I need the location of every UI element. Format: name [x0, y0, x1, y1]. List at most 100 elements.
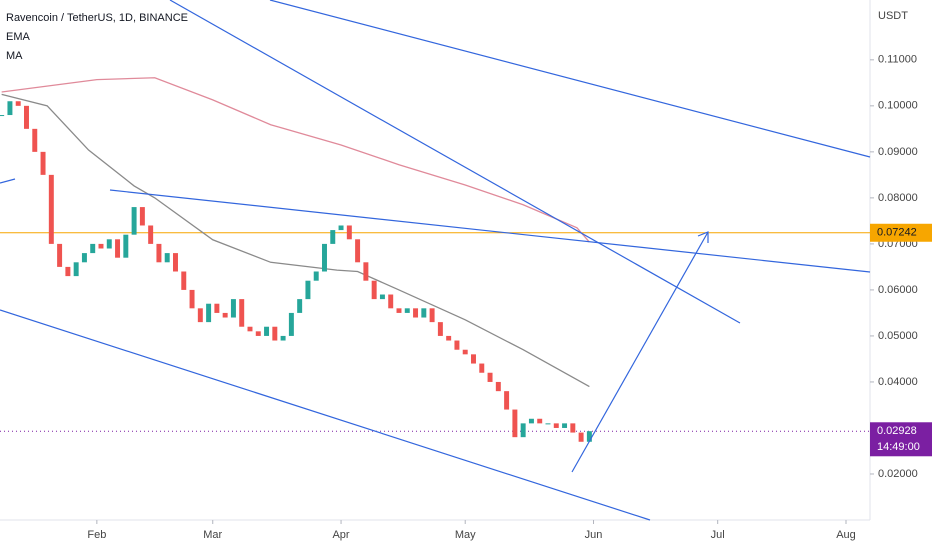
chart-title: Ravencoin / TetherUS, 1D, BINANCE	[6, 12, 188, 24]
candle	[189, 289, 195, 309]
x-tick-label: Feb	[87, 529, 106, 541]
candle	[222, 312, 228, 318]
candle	[322, 243, 327, 272]
candle	[164, 253, 170, 263]
countdown: 14:49:00	[877, 441, 920, 453]
y-tick-label: 0.10000	[878, 100, 918, 112]
candle	[24, 105, 29, 129]
candle	[81, 253, 87, 263]
y-tick-label: 0.08000	[878, 192, 918, 204]
candle	[148, 225, 154, 244]
candle	[139, 207, 145, 226]
indicator-line	[1, 93, 590, 388]
candle	[123, 234, 129, 258]
axis-unit: USDT	[878, 10, 908, 22]
x-tick-label: Jul	[711, 529, 725, 541]
candle	[429, 308, 435, 323]
trend-line	[109, 189, 871, 273]
candle	[355, 239, 361, 263]
candle	[255, 331, 261, 336]
candle	[264, 326, 270, 336]
candle	[7, 101, 13, 116]
candle	[586, 431, 592, 442]
candle	[131, 207, 137, 235]
candle	[446, 335, 452, 341]
candle	[181, 271, 187, 290]
price-level-box	[870, 223, 932, 242]
arrow-head	[697, 231, 709, 243]
candle	[48, 174, 54, 244]
candle	[338, 225, 344, 231]
trend-line	[169, 0, 741, 324]
candle	[0, 115, 5, 117]
y-tick-label: 0.02000	[878, 468, 918, 480]
candle	[206, 303, 212, 323]
candle	[73, 262, 79, 277]
candle	[288, 312, 294, 336]
trend-line	[0, 309, 651, 521]
candle	[553, 423, 559, 428]
x-tick-label: Aug	[836, 529, 856, 541]
x-tick-label: Mar	[203, 529, 222, 541]
y-tick-label: 0.09000	[878, 146, 918, 158]
candle	[462, 349, 468, 355]
candle	[297, 299, 303, 313]
candle	[32, 128, 38, 152]
candle	[40, 151, 46, 175]
x-tick-label: Apr	[332, 529, 349, 541]
plot	[0, 77, 870, 442]
y-tick-label: 0.11000	[878, 54, 917, 66]
legend-entry: MA	[6, 50, 23, 62]
candle	[454, 340, 460, 350]
candle	[520, 423, 526, 438]
candle	[115, 239, 121, 258]
y-tick-label: 0.04000	[878, 376, 918, 388]
candle	[487, 372, 493, 382]
candle	[528, 418, 534, 424]
candle	[214, 303, 220, 313]
candle	[404, 308, 410, 313]
candle	[437, 322, 443, 336]
candle	[421, 308, 427, 318]
candle	[330, 230, 336, 244]
candle	[471, 354, 476, 364]
candle	[504, 391, 510, 410]
candle	[396, 308, 402, 313]
legend-entry: EMA	[6, 31, 31, 43]
candle	[562, 423, 568, 428]
candle	[272, 326, 278, 341]
x-tick-label: May	[455, 529, 476, 541]
candle	[570, 423, 576, 433]
arrow	[571, 231, 709, 473]
candle	[98, 243, 104, 249]
candle	[388, 294, 394, 309]
candle	[371, 280, 377, 300]
candle	[15, 101, 21, 106]
x-tick-label: Jun	[585, 529, 603, 541]
candle	[197, 308, 203, 323]
candle	[156, 243, 162, 263]
candle	[545, 423, 551, 425]
candle	[479, 363, 485, 373]
candle	[495, 381, 501, 392]
trend-line	[0, 178, 16, 184]
candle	[537, 418, 543, 424]
last-price-box	[870, 422, 932, 457]
candle	[512, 409, 518, 438]
candle	[65, 266, 71, 277]
candle	[305, 280, 311, 300]
price-level-label: 0.07242	[877, 227, 917, 239]
candle	[106, 239, 112, 249]
candle	[173, 253, 178, 272]
candle	[578, 432, 584, 442]
candle	[230, 299, 236, 318]
candle	[413, 308, 419, 318]
trend-lines	[0, 0, 871, 521]
candle	[239, 299, 245, 327]
candle	[363, 262, 369, 281]
y-tick-label: 0.05000	[878, 330, 918, 342]
last-price-label: 0.02928	[877, 425, 917, 437]
candle	[57, 243, 63, 267]
candle	[280, 335, 286, 341]
